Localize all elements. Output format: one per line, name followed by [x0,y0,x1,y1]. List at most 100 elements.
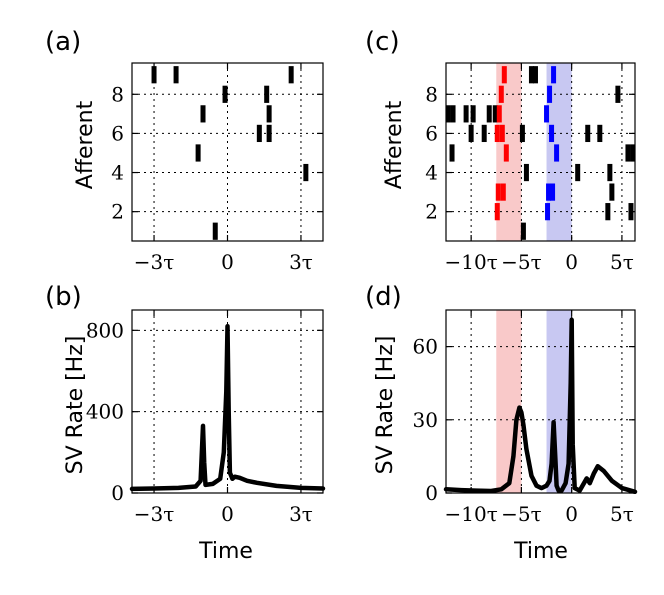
grid-lines [132,63,323,241]
spike-mark [264,85,270,103]
x-tick-label: −3τ [134,250,175,274]
panel-d-rate: −10τ −5τ 0 5τ 0 30 60 (d) SV Rate [Hz] Time [365,282,638,564]
spike-mark [494,203,500,221]
y-axis-label: SV Rate [Hz] [63,336,88,475]
x-tick-label: 5τ [610,502,634,526]
axis-ticks: −10τ −5τ 0 5τ 0 30 60 [413,310,635,526]
spike-mark [547,85,553,103]
panel-a-raster: −3τ 0 3τ 2 4 6 8 (a) Afferent [45,27,324,274]
spike-mark [499,124,505,143]
grid-lines [446,310,635,494]
x-tick-label: −10τ [444,502,497,526]
spike-mark [151,66,157,84]
spike-mark [554,144,560,162]
y-tick-label: 8 [425,82,438,106]
spike-mark [303,163,309,182]
rate-series-line [443,317,638,495]
x-tick-label: 3τ [289,502,313,526]
spike-mark [200,105,206,123]
spike-mark [266,124,272,143]
panel-label: (d) [365,282,402,312]
x-tick-label: −5τ [501,250,542,274]
spike-mark [625,144,631,162]
spike-mark [519,124,525,143]
x-axis-label: Time [198,539,253,564]
spike-mark [523,163,529,182]
x-tick-label: 0 [565,502,578,526]
spike-mark [520,222,526,240]
spike-mark [222,85,228,103]
y-tick-label: 0 [111,481,124,505]
spike-mark [486,105,492,123]
spike-mark [266,105,272,123]
spike-mark [256,124,262,143]
plot-frame [445,309,636,494]
highlight-bands [496,310,572,493]
panel-c-raster: −10τ −5τ 0 5τ 2 4 6 8 (c) Afferent [365,27,636,274]
x-tick-label: 5τ [610,250,634,274]
panel-label: (c) [365,27,400,57]
spike-mark [503,144,509,162]
y-tick-label: 6 [425,121,438,145]
y-tick-label: 6 [111,121,124,145]
spike-mark [463,105,469,123]
spike-mark [496,105,502,123]
spike-mark [550,183,556,201]
spike-mark [445,105,451,123]
spike-marks [445,66,636,240]
axis-ticks: −10τ −5τ 0 5τ 2 4 6 8 [425,63,635,274]
spike-mark [495,183,501,201]
spike-mark [195,144,201,162]
y-tick-label: 2 [425,200,438,224]
spike-mark [546,183,552,201]
y-tick-label: 400 [86,400,124,424]
highlight-band-1 [496,310,522,493]
y-axis-label: Afferent [382,100,407,189]
spike-mark [605,203,611,221]
x-tick-label: 0 [221,502,234,526]
y-tick-label: 30 [413,408,438,432]
panel-label: (a) [45,27,81,57]
y-tick-label: 4 [425,161,438,185]
spike-mark [494,124,500,143]
spike-mark [449,144,455,162]
x-tick-label: 0 [565,250,578,274]
spike-mark [532,66,538,84]
panel-label: (b) [45,282,82,312]
spike-mark [551,66,557,84]
y-tick-label: 0 [425,481,438,505]
axis-ticks: −3τ 0 3τ 2 4 6 8 [111,63,323,274]
plot-frame [445,62,636,242]
spike-mark [498,85,504,103]
y-axis-label: Afferent [73,100,98,189]
x-tick-label: −10τ [444,250,497,274]
spike-mark [544,105,550,123]
spike-mark [607,163,613,182]
y-axis-label: SV Rate [Hz] [373,336,398,475]
x-axis-label: Time [513,539,568,564]
spike-mark [630,144,636,162]
spike-marks [151,66,309,240]
spike-mark [468,124,474,143]
x-tick-label: −3τ [134,502,175,526]
rate-line [129,324,326,492]
spike-mark [609,183,615,201]
spike-mark [288,66,294,84]
spike-mark [501,66,507,84]
y-tick-label: 60 [413,335,438,359]
x-tick-label: 0 [221,250,234,274]
spike-mark [615,85,621,103]
spike-mark [492,105,498,123]
spike-mark [481,124,487,143]
y-tick-label: 2 [111,200,124,224]
grid-lines [446,63,635,241]
spike-mark [549,124,555,143]
x-tick-label: 3τ [289,250,313,274]
panel-b-rate: −3τ 0 3τ 0 400 800 (b) SV Rate [Hz] Time [45,282,326,564]
y-tick-label: 800 [86,318,124,342]
rate-line [443,317,638,495]
spike-mark [528,66,534,84]
y-tick-label: 8 [111,82,124,106]
y-tick-label: 4 [111,161,124,185]
